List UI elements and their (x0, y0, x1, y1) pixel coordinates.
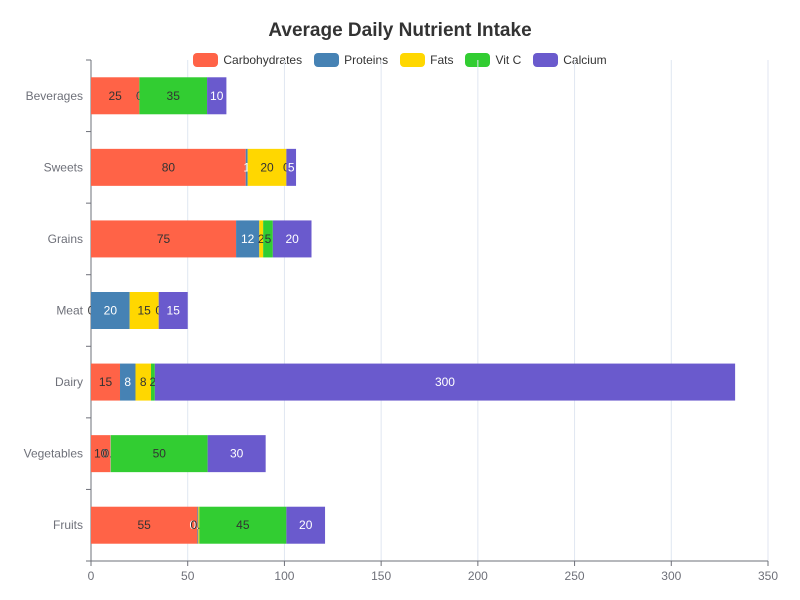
bar-segment (197, 506, 199, 544)
bar-segment (154, 363, 736, 401)
data-label: 5 (288, 160, 295, 174)
data-label: 20 (104, 304, 118, 318)
data-label: 75 (157, 232, 171, 246)
y-tick-label: Grains (48, 232, 83, 246)
data-label: 10 (94, 447, 108, 461)
data-label: 2 (150, 375, 157, 389)
bar-segment (91, 292, 130, 329)
x-tick-label: 50 (181, 569, 195, 583)
bar-segment (263, 220, 273, 258)
data-label: 30 (230, 447, 244, 461)
x-tick-label: 200 (468, 569, 488, 583)
bar-segment (91, 220, 237, 258)
data-label: 8 (140, 375, 147, 389)
bar-segment (286, 506, 326, 544)
data-label: 20 (285, 232, 299, 246)
data-label: 45 (236, 518, 250, 532)
bar-segment (110, 435, 208, 473)
data-label: 300 (435, 375, 455, 389)
bar-segment (272, 220, 312, 258)
bar-segment (91, 77, 140, 115)
data-label: 35 (167, 89, 181, 103)
data-label: 20 (260, 160, 274, 174)
legend-item[interactable]: Fats (400, 53, 453, 67)
data-label: 15 (167, 304, 181, 318)
bar-segment (91, 435, 111, 473)
data-label: 8 (124, 375, 131, 389)
bar-segment (207, 435, 266, 473)
x-tick-label: 300 (661, 569, 681, 583)
bar-segment (135, 363, 151, 401)
bar-segment (150, 363, 155, 401)
chart-title: Average Daily Nutrient Intake (268, 20, 532, 41)
bar-segment (199, 506, 287, 544)
bar-segment (91, 506, 198, 544)
y-tick-label: Vegetables (24, 447, 83, 461)
y-tick-label: Meat (56, 304, 83, 318)
legend-label: Proteins (344, 53, 389, 67)
data-label: 2 (258, 232, 265, 246)
data-label: 55 (138, 518, 152, 532)
x-tick-label: 0 (88, 569, 95, 583)
y-tick-label: Fruits (53, 518, 83, 532)
y-tick-label: Sweets (44, 160, 83, 174)
legend-item[interactable]: Proteins (314, 53, 388, 67)
legend: Carbohydrates Proteins Fats Vit C Calcium (0, 53, 800, 67)
bar-segment (198, 506, 200, 544)
legend-label: Carbohydrates (223, 53, 303, 67)
data-label: 1 (243, 160, 250, 174)
y-tick-label: Beverages (26, 89, 83, 103)
legend-swatch (533, 53, 559, 67)
data-label: 20 (299, 518, 313, 532)
bar-segment (259, 220, 264, 258)
legend-swatch (314, 53, 340, 67)
x-tick-label: 350 (758, 569, 778, 583)
bar-segment (245, 148, 248, 186)
legend-item[interactable]: Carbohydrates (193, 53, 302, 67)
data-label: 50 (153, 447, 167, 461)
bar-segment (91, 148, 246, 186)
data-label: 15 (138, 304, 152, 318)
data-label: 12 (241, 232, 255, 246)
x-tick-label: 250 (565, 569, 585, 583)
bar-segment (236, 220, 260, 258)
data-label: 15 (99, 375, 113, 389)
bar-segment (247, 148, 287, 186)
bar-segment (91, 363, 121, 401)
bar-segment (129, 292, 159, 329)
y-tick-label: Dairy (55, 375, 83, 389)
bar-segment (139, 77, 208, 115)
x-tick-label: 150 (371, 569, 391, 583)
legend-swatch (400, 53, 426, 67)
bar-segment (207, 77, 227, 115)
bar-segment (120, 363, 136, 401)
data-label: 5 (265, 232, 272, 246)
legend-label: Vit C (495, 53, 522, 67)
bar-segment (158, 292, 188, 329)
data-label: 80 (162, 160, 176, 174)
x-tick-label: 100 (274, 569, 294, 583)
data-label: 10 (210, 89, 224, 103)
data-label: 25 (108, 89, 122, 103)
legend-label: Fats (430, 53, 454, 67)
bar-segment (286, 148, 297, 186)
legend-swatch (193, 53, 219, 67)
